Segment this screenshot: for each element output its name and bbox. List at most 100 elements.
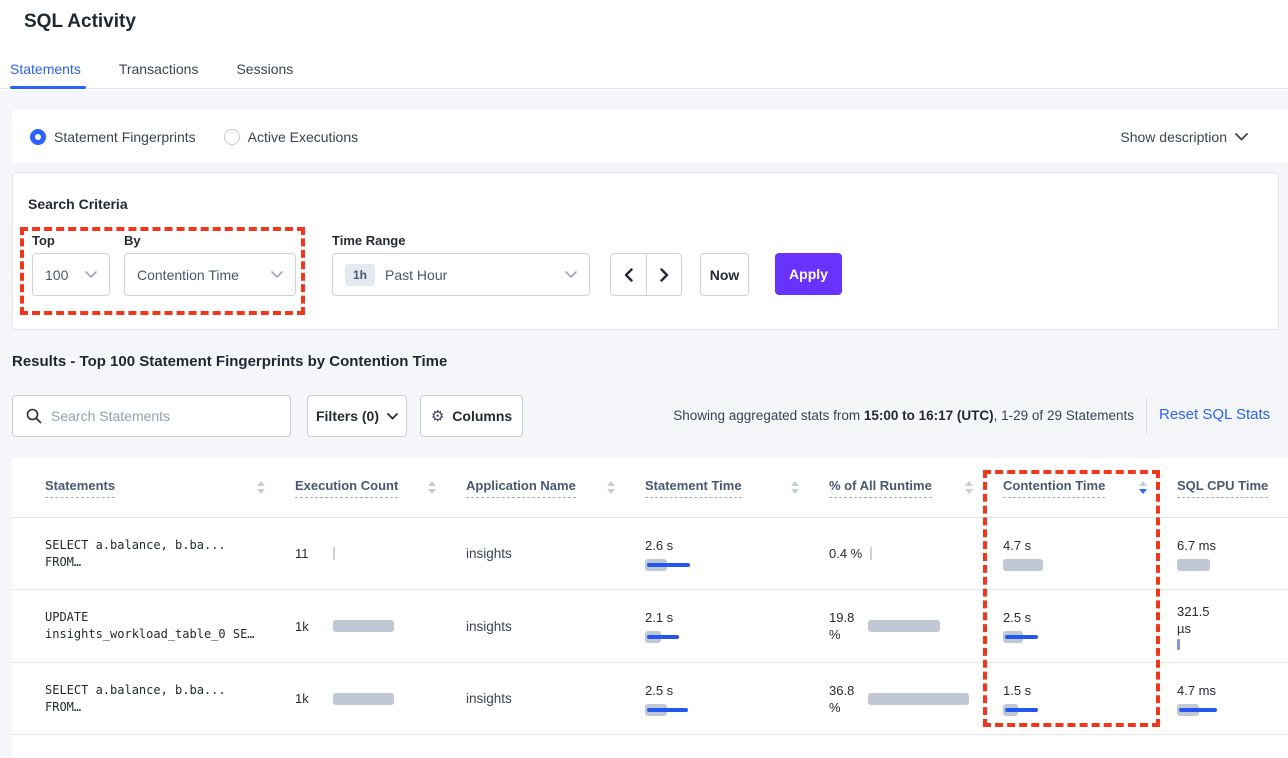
pct-runtime-bar [870, 547, 873, 560]
time-range-field-label: Time Range [332, 233, 406, 248]
chevron-down-icon [387, 412, 398, 420]
chevron-down-icon [1235, 132, 1248, 141]
table-header-row: Statements Execution Count Application N… [12, 458, 1288, 518]
search-criteria-title: Search Criteria [28, 196, 128, 212]
view-mode-bar: Statement Fingerprints Active Executions… [12, 110, 1288, 163]
columns-button[interactable]: ⚙ Columns [420, 395, 523, 437]
top-select-value: 100 [45, 266, 69, 283]
time-range-select[interactable]: 1h Past Hour [332, 253, 590, 296]
filters-button[interactable]: Filters (0) [307, 395, 407, 437]
chevron-down-icon [85, 271, 97, 278]
pct-runtime-bar [868, 692, 969, 705]
tab-bar: Statements Transactions Sessions [10, 61, 293, 77]
time-range-badge: 1h [345, 263, 376, 286]
next-time-button[interactable] [646, 253, 682, 296]
view-mode-radio-group: Statement Fingerprints Active Executions [30, 128, 359, 145]
statements-table: Statements Execution Count Application N… [12, 458, 1288, 758]
tab-sessions[interactable]: Sessions [236, 61, 294, 77]
radio-unselected-icon[interactable] [223, 128, 240, 145]
pct-runtime-cell: 36.8 % [829, 682, 1003, 716]
pct-runtime-bar [868, 620, 940, 632]
apply-button[interactable]: Apply [775, 253, 842, 295]
column-header-application-name[interactable]: Application Name [466, 478, 645, 498]
column-header-statement-time[interactable]: Statement Time [645, 478, 829, 498]
sort-icon[interactable] [257, 481, 265, 494]
now-button[interactable]: Now [700, 253, 749, 296]
filters-label: Filters (0) [315, 408, 379, 424]
statement-time-cell: 2.1 s [645, 609, 829, 643]
sort-icon-active-desc[interactable] [1139, 481, 1147, 494]
tab-transactions[interactable]: Transactions [118, 61, 199, 77]
results-heading: Results - Top 100 Statement Fingerprints… [12, 353, 448, 370]
radio-statement-fingerprints[interactable]: Statement Fingerprints [30, 128, 196, 145]
radio-active-executions[interactable]: Active Executions [223, 128, 359, 145]
statement-link[interactable]: UPDATE insights_workload_table_0 SE… [45, 610, 255, 641]
reset-sql-stats-link[interactable]: Reset SQL Stats [1159, 406, 1271, 423]
column-header-sql-cpu-time[interactable]: SQL CPU Time [1177, 478, 1288, 498]
radio-selected-icon[interactable] [30, 128, 46, 145]
status-divider [1146, 398, 1147, 434]
search-icon [26, 408, 42, 424]
column-header-statements[interactable]: Statements [45, 478, 295, 498]
sort-icon[interactable] [965, 481, 973, 494]
page-header: SQL Activity Statements Transactions Ses… [0, 0, 1288, 90]
sort-icon[interactable] [428, 481, 436, 494]
by-select[interactable]: Contention Time [124, 253, 296, 296]
sql-cpu-time-bar [1177, 558, 1210, 571]
table-row[interactable]: SELECT a.balance, b.ba... FROM… 1k insig… [12, 663, 1288, 735]
statement-time-cell: 2.5 s [645, 682, 829, 716]
columns-label: Columns [452, 408, 513, 424]
column-header-contention-time[interactable]: Contention Time [1003, 478, 1177, 498]
sort-icon[interactable] [607, 481, 615, 494]
top-field-label: Top [32, 233, 55, 248]
sql-cpu-time-bar [1177, 638, 1180, 650]
execution-count-cell: 1k [295, 618, 466, 635]
show-description-label: Show description [1120, 128, 1227, 145]
application-name-cell: insights [466, 546, 512, 561]
chevron-right-icon [659, 267, 668, 282]
execution-count-bar [333, 547, 335, 560]
table-row[interactable]: UPDATE insights_workload_table_0 SE… 1k … [12, 590, 1288, 663]
statement-link[interactable]: SELECT a.balance, b.ba... FROM… [45, 537, 226, 569]
previous-time-button[interactable] [610, 253, 646, 296]
chevron-down-icon [565, 271, 577, 278]
by-select-value: Contention Time [137, 266, 239, 283]
contention-time-bar [1003, 558, 1043, 571]
sql-cpu-time-cell: 6.7 ms [1177, 537, 1288, 571]
sql-cpu-time-cell: 321.5 µs [1177, 603, 1288, 650]
statement-link[interactable]: SELECT a.balance, b.ba... FROM… [45, 682, 226, 714]
contention-time-cell: 2.5 s [1003, 609, 1177, 643]
application-name-cell: insights [466, 618, 512, 634]
statement-time-cell: 2.6 s [645, 537, 829, 571]
gear-icon: ⚙ [430, 408, 445, 425]
search-statements-field [12, 395, 291, 437]
tab-bar-divider [0, 88, 1288, 89]
column-header-pct-runtime[interactable]: % of All Runtime [829, 478, 1003, 498]
active-tab-underline [10, 86, 86, 89]
column-header-execution-count[interactable]: Execution Count [295, 478, 466, 498]
sort-icon[interactable] [791, 481, 799, 494]
chevron-down-icon [271, 271, 283, 278]
pct-runtime-cell: 0.4 % [829, 545, 1003, 562]
execution-count-cell: 11 [295, 545, 466, 562]
contention-time-cell: 1.5 s [1003, 682, 1177, 716]
aggregated-stats-status: Showing aggregated stats from 15:00 to 1… [673, 408, 1134, 423]
execution-count-bar [333, 692, 394, 705]
pct-runtime-cell: 19.8 % [829, 609, 1003, 643]
time-range-value: Past Hour [385, 266, 448, 283]
chevron-left-icon [624, 267, 633, 282]
page-title: SQL Activity [24, 11, 136, 32]
contention-time-cell: 4.7 s [1003, 537, 1177, 571]
by-field-label: By [124, 233, 141, 248]
show-description-toggle[interactable]: Show description [1120, 110, 1248, 163]
table-row[interactable]: SELECT a.balance, b.ba... FROM… 11 insig… [12, 518, 1288, 590]
tab-statements[interactable]: Statements [10, 61, 81, 77]
search-criteria-card [12, 172, 1279, 330]
sql-cpu-time-cell: 4.7 ms [1177, 682, 1288, 716]
execution-count-cell: 1k [295, 690, 466, 707]
execution-count-bar [333, 620, 394, 632]
search-input[interactable] [51, 396, 290, 436]
top-select[interactable]: 100 [32, 253, 110, 296]
application-name-cell: insights [466, 691, 512, 706]
radio-label: Active Executions [247, 128, 359, 145]
